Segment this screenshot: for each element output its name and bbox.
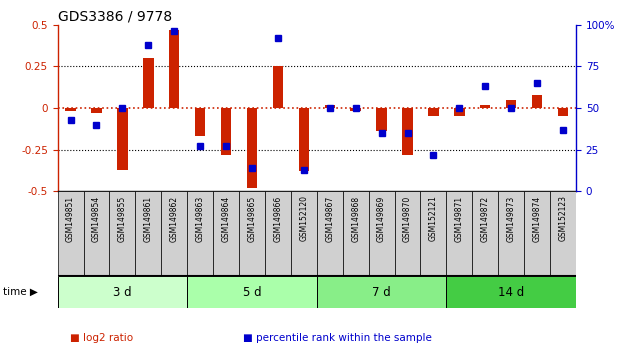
Bar [317,276,447,308]
Bar [265,191,291,276]
Bar [480,105,490,108]
Bar [299,108,309,171]
Bar [247,108,257,188]
Text: GSM149864: GSM149864 [221,195,230,242]
Bar [550,191,576,276]
Text: time ▶: time ▶ [3,287,38,297]
Bar [506,99,516,108]
Text: GSM149855: GSM149855 [118,195,127,242]
Bar [403,108,413,155]
Bar [472,191,499,276]
Text: 3 d: 3 d [113,286,132,298]
Text: ■ log2 ratio: ■ log2 ratio [70,333,134,343]
Bar [188,276,317,308]
Bar [92,108,102,113]
Text: GSM149873: GSM149873 [507,195,516,242]
Bar [109,191,136,276]
Bar [58,191,84,276]
Bar [351,108,361,111]
Bar [273,66,283,108]
Bar [369,191,395,276]
Text: 7 d: 7 d [372,286,391,298]
Bar [499,191,524,276]
Text: GSM152121: GSM152121 [429,195,438,241]
Text: GSM149851: GSM149851 [66,195,75,241]
Bar [376,108,387,131]
Bar [136,191,161,276]
Bar [188,191,213,276]
Text: GSM149861: GSM149861 [144,195,153,241]
Text: GSM149863: GSM149863 [196,195,205,242]
Bar [117,108,127,170]
Bar [195,108,205,136]
Bar [324,105,335,108]
Bar [394,191,420,276]
Bar [221,108,231,155]
Bar [428,108,438,116]
Bar [161,191,187,276]
Bar [84,191,109,276]
Text: GSM149871: GSM149871 [455,195,464,241]
Bar [420,191,447,276]
Bar [58,276,188,308]
Bar [447,191,472,276]
Text: GSM149868: GSM149868 [351,195,360,241]
Bar [447,276,576,308]
Bar [213,191,239,276]
Bar [454,108,465,116]
Bar [524,191,550,276]
Text: GSM152120: GSM152120 [300,195,308,241]
Text: GSM149866: GSM149866 [273,195,282,242]
Text: GSM149862: GSM149862 [170,195,179,241]
Text: GSM152123: GSM152123 [559,195,568,241]
Bar [291,191,317,276]
Text: 14 d: 14 d [498,286,524,298]
Text: GSM149865: GSM149865 [248,195,257,242]
Bar [317,191,343,276]
Text: GSM149854: GSM149854 [92,195,101,242]
Text: GSM149872: GSM149872 [481,195,490,241]
Text: GSM149867: GSM149867 [325,195,334,242]
Bar [169,30,179,108]
Text: GSM149870: GSM149870 [403,195,412,242]
Text: 5 d: 5 d [243,286,261,298]
Text: GDS3386 / 9778: GDS3386 / 9778 [58,10,172,24]
Bar [558,108,568,116]
Text: ■ percentile rank within the sample: ■ percentile rank within the sample [243,333,432,343]
Text: GSM149869: GSM149869 [377,195,386,242]
Bar [532,95,542,108]
Bar [65,108,76,111]
Bar [143,58,154,108]
Bar [239,191,265,276]
Bar [343,191,369,276]
Text: GSM149874: GSM149874 [532,195,541,242]
